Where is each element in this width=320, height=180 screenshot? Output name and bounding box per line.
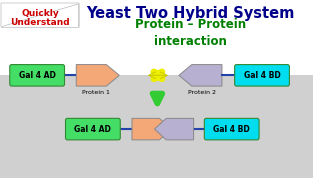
Text: Quickly: Quickly: [21, 9, 59, 18]
Text: Gal 4 BD: Gal 4 BD: [213, 125, 250, 134]
Polygon shape: [179, 65, 222, 86]
FancyBboxPatch shape: [66, 118, 120, 140]
Text: Protein – Protein
interaction: Protein – Protein interaction: [135, 18, 246, 48]
Text: Yeast Two Hybrid System: Yeast Two Hybrid System: [86, 6, 295, 21]
Polygon shape: [155, 118, 194, 140]
Polygon shape: [76, 65, 119, 86]
Text: Protein 2: Protein 2: [188, 90, 216, 95]
Text: Understand: Understand: [10, 18, 70, 27]
FancyBboxPatch shape: [10, 65, 65, 86]
FancyBboxPatch shape: [235, 65, 289, 86]
FancyBboxPatch shape: [0, 2, 313, 90]
Text: Gal 4 BD: Gal 4 BD: [244, 71, 280, 80]
Text: Gal 4 AD: Gal 4 AD: [19, 71, 56, 80]
FancyBboxPatch shape: [204, 118, 259, 140]
FancyBboxPatch shape: [1, 3, 79, 27]
Text: Gal 4 AD: Gal 4 AD: [75, 125, 111, 134]
Bar: [0, 75, 313, 178]
Polygon shape: [132, 118, 171, 140]
Text: Protein 1: Protein 1: [82, 90, 110, 95]
